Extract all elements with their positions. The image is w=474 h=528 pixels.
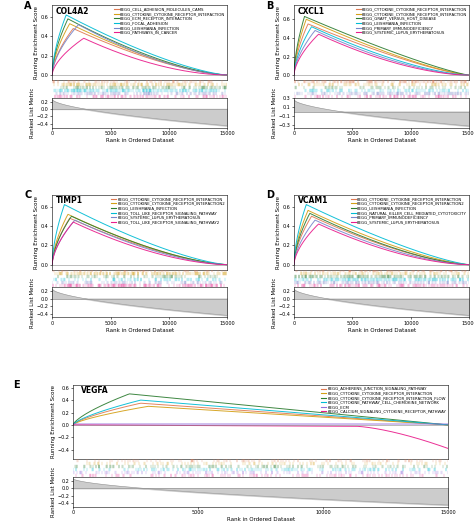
Y-axis label: Ranked List Metric: Ranked List Metric (51, 467, 55, 517)
Text: B: B (266, 1, 273, 11)
X-axis label: Rank in Ordered Dataset: Rank in Ordered Dataset (347, 328, 416, 333)
Text: CXCL1: CXCL1 (298, 7, 325, 16)
X-axis label: Rank in Ordered Dataset: Rank in Ordered Dataset (227, 517, 295, 522)
Text: A: A (24, 1, 32, 11)
Text: C: C (24, 191, 31, 201)
Legend: KEGG_CYTOKINE_CYTOKINE_RECEPTOR_INTERACTION, KEGG_CYTOKINE_CYTOKINE_RECEPTOR_INT: KEGG_CYTOKINE_CYTOKINE_RECEPTOR_INTERACT… (351, 197, 467, 224)
Text: VCAM1: VCAM1 (298, 196, 328, 205)
Legend: KEGG_CYTOKINE_CYTOKINE_RECEPTOR_INTERACTION, KEGG_CYTOKINE_CYTOKINE_RECEPTOR_INT: KEGG_CYTOKINE_CYTOKINE_RECEPTOR_INTERACT… (111, 197, 226, 224)
Text: D: D (266, 191, 274, 201)
Y-axis label: Running Enrichment Score: Running Enrichment Score (276, 196, 281, 269)
Text: COL4A2: COL4A2 (55, 7, 89, 16)
Y-axis label: Running Enrichment Score: Running Enrichment Score (276, 6, 281, 79)
Y-axis label: Running Enrichment Score: Running Enrichment Score (34, 196, 39, 269)
X-axis label: Rank in Ordered Dataset: Rank in Ordered Dataset (106, 328, 174, 333)
X-axis label: Rank in Ordered Dataset: Rank in Ordered Dataset (106, 138, 174, 143)
Y-axis label: Ranked List Metric: Ranked List Metric (30, 88, 35, 138)
Y-axis label: Ranked List Metric: Ranked List Metric (30, 277, 35, 327)
Y-axis label: Running Enrichment Score: Running Enrichment Score (51, 385, 55, 458)
Y-axis label: Ranked List Metric: Ranked List Metric (272, 277, 276, 327)
Legend: KEGG_CYTOKINE_CYTOKINE_RECEPTOR_INTERACTION, KEGG_CYTOKINE_CYTOKINE_RECEPTOR_INT: KEGG_CYTOKINE_CYTOKINE_RECEPTOR_INTERACT… (356, 7, 467, 35)
Legend: KEGG_ADHERENS_JUNCTION_SIGNALING_PATHWAY, KEGG_CYTOKINE_CYTOKINE_RECEPTOR_INTERA: KEGG_ADHERENS_JUNCTION_SIGNALING_PATHWAY… (321, 386, 447, 414)
Text: E: E (13, 380, 19, 390)
Y-axis label: Ranked List Metric: Ranked List Metric (272, 88, 276, 138)
Legend: KEGG_CELL_ADHESION_MOLECULES_CAMS, KEGG_CYTOKINE_CYTOKINE_RECEPTOR_INTERACTION, : KEGG_CELL_ADHESION_MOLECULES_CAMS, KEGG_… (114, 7, 226, 35)
Text: TIMP1: TIMP1 (55, 196, 82, 205)
X-axis label: Rank in Ordered Dataset: Rank in Ordered Dataset (347, 138, 416, 143)
Text: VEGFA: VEGFA (81, 386, 108, 395)
Y-axis label: Running Enrichment Score: Running Enrichment Score (34, 6, 39, 79)
